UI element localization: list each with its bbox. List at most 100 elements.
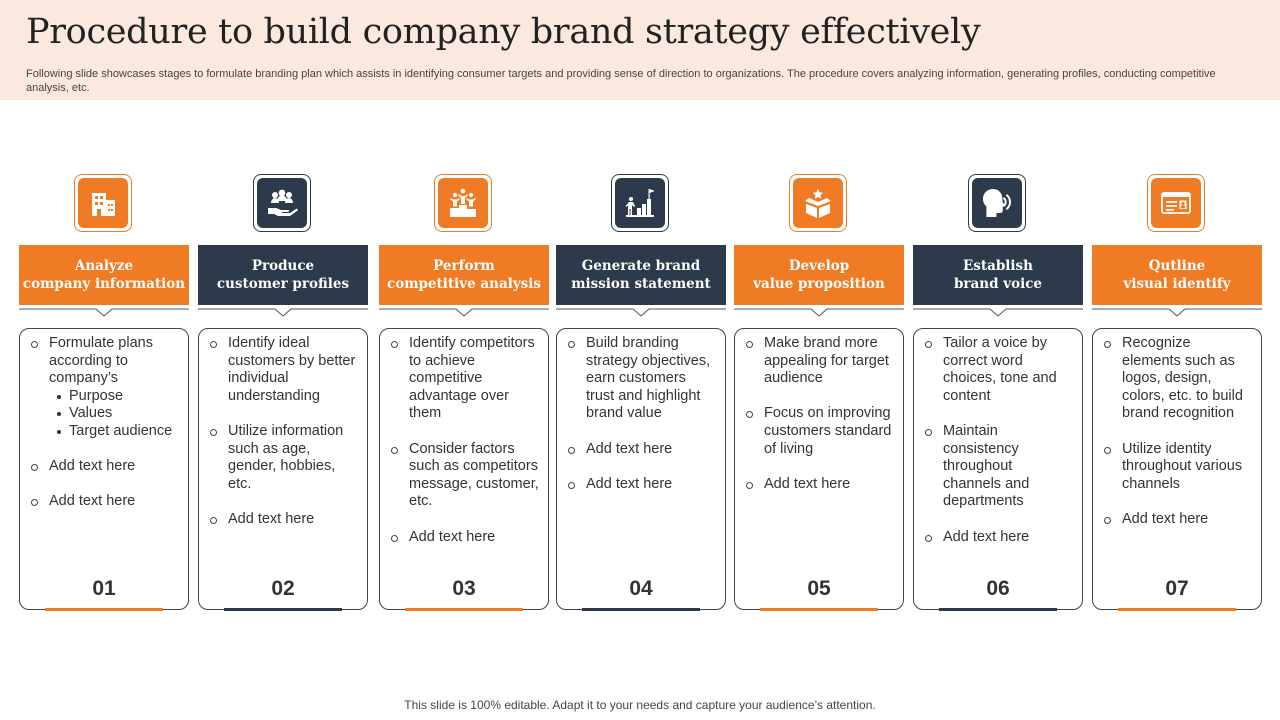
box-star-icon: [793, 178, 843, 228]
list-item-text: Add text here: [943, 528, 1030, 545]
connector-notch: [1092, 308, 1262, 317]
podium-icon: [438, 178, 488, 228]
step-card: Tailor a voice by correct word choices, …: [913, 328, 1083, 611]
step-items: Identify competitors to achieve competit…: [380, 329, 548, 546]
list-item-text: Add text here: [49, 458, 136, 475]
step-heading-line: visual identify: [1123, 276, 1231, 292]
step-accent-bar: [45, 608, 163, 611]
people-hand-icon: [257, 178, 307, 228]
list-item: Add text here: [207, 511, 359, 529]
step-heading-line: company information: [22, 276, 186, 292]
step-number: 01: [92, 577, 116, 600]
step-heading-text: Qutline visual identify: [1124, 257, 1231, 293]
list-item-text: Add text here: [228, 510, 315, 527]
step-items: Formulate plans according to company’s Pu…: [20, 329, 188, 511]
list-item-text: Build branding strategy objectives, earn…: [586, 335, 711, 422]
list-item-text: Make brand more appealing for target aud…: [764, 335, 889, 387]
footer-note: This slide is 100% editable. Adapt it to…: [404, 698, 876, 712]
step-heading-text: Perform competitive analysis: [387, 257, 541, 293]
step-7: Qutline visual identify Recognize elements…: [1092, 174, 1262, 614]
step-heading-line: value proposition: [753, 276, 885, 292]
step-accent-bar: [405, 608, 523, 611]
list-item: Identify ideal customers by better indiv…: [207, 335, 359, 405]
list-item: Build branding strategy objectives, earn…: [565, 335, 717, 423]
step-heading-line: customer profiles: [216, 276, 350, 292]
list-item: Add text here: [565, 441, 717, 459]
list-item-text: Consider factors such as competitors mes…: [409, 440, 539, 510]
page-title: Procedure to build company brand strateg…: [26, 12, 981, 52]
step-icon-frame: [253, 174, 311, 232]
step-card: Build branding strategy objectives, earn…: [556, 328, 726, 611]
list-item-text: Maintain consistency throughout channels…: [943, 422, 1030, 510]
step-icon-frame: [611, 174, 669, 232]
step-heading-line: Produce: [251, 258, 315, 274]
step-heading-text: Generate brand mission statement: [571, 257, 711, 293]
sub-list-item: Values: [57, 405, 180, 423]
step-4: Generate brand mission statement Build bra…: [556, 174, 726, 614]
step-heading: Analyze company information: [19, 245, 189, 305]
list-item-text: Utilize identity throughout various chan…: [1122, 440, 1243, 492]
growth-flag-icon: [615, 178, 665, 228]
list-item-text: Tailor a voice by correct word choices, …: [943, 335, 1057, 404]
step-6: Establish brand voice Tailor a voice by co…: [913, 174, 1083, 614]
step-5: Develop value proposition Make brand more …: [734, 174, 904, 614]
sub-list-item: Target audience: [57, 423, 180, 441]
step-card: Formulate plans according to company’s Pu…: [19, 328, 189, 611]
connector-notch: [19, 308, 189, 317]
list-item: Maintain consistency throughout channels…: [922, 423, 1074, 511]
step-accent-bar: [582, 608, 700, 611]
list-item: Add text here: [28, 458, 180, 476]
connector-notch: [198, 308, 368, 317]
list-item: Add text here: [388, 529, 540, 547]
step-card: Recognize elements such as logos, design…: [1092, 328, 1262, 611]
page-subtitle: Following slide showcases stages to form…: [26, 68, 1216, 94]
step-card: Make brand more appealing for target aud…: [734, 328, 904, 611]
step-accent-bar: [1118, 608, 1236, 611]
step-1: Analyze company information Formulate plan…: [19, 174, 189, 614]
step-number: 07: [1165, 577, 1189, 600]
list-item: Recognize elements such as logos, design…: [1101, 335, 1253, 423]
list-item-text: Focus on improving customers standard of…: [764, 405, 892, 457]
step-number: 03: [452, 577, 476, 600]
connector-notch: [913, 308, 1083, 317]
step-accent-bar: [760, 608, 878, 611]
step-heading-text: Establish brand voice: [954, 257, 1042, 293]
list-item-text: Add text here: [49, 493, 136, 510]
building-icon: [78, 178, 128, 228]
step-card: Identify ideal customers by better indiv…: [198, 328, 368, 611]
header-band: Procedure to build company brand strateg…: [0, 0, 1280, 100]
list-item-text: Formulate plans according to company’s: [49, 335, 153, 387]
step-number: 06: [986, 577, 1010, 600]
step-card: Identify competitors to achieve competit…: [379, 328, 549, 611]
step-heading-line: brand voice: [953, 276, 1043, 292]
step-number: 04: [629, 577, 653, 600]
step-items: Identify ideal customers by better indiv…: [199, 329, 367, 529]
speaking-head-icon: [972, 178, 1022, 228]
id-card-icon: [1151, 178, 1201, 228]
step-heading-line: Establish: [962, 258, 1033, 274]
step-icon-frame: [789, 174, 847, 232]
sub-list: Purpose Values Target audience: [49, 388, 180, 441]
step-items: Make brand more appealing for target aud…: [735, 329, 903, 493]
list-item-text: Add text here: [764, 475, 851, 492]
step-heading-text: Produce customer profiles: [217, 257, 349, 293]
list-item: Add text here: [743, 476, 895, 494]
step-heading-line: Qutline: [1148, 258, 1206, 274]
list-item: Add text here: [565, 476, 717, 494]
step-items: Build branding strategy objectives, earn…: [557, 329, 725, 493]
list-item-text: Add text here: [1122, 510, 1209, 527]
list-item-text: Add text here: [586, 475, 673, 492]
connector-notch: [379, 308, 549, 317]
list-item: Identify competitors to achieve competit…: [388, 335, 540, 423]
step-heading-line: competitive analysis: [386, 276, 541, 292]
sub-list-item: Purpose: [57, 388, 180, 406]
list-item: Consider factors such as competitors mes…: [388, 441, 540, 511]
connector-notch: [556, 308, 726, 317]
step-heading-line: Develop: [788, 258, 850, 274]
step-number: 02: [271, 577, 295, 600]
step-icon-frame: [434, 174, 492, 232]
list-item: Add text here: [1101, 511, 1253, 529]
list-item: Tailor a voice by correct word choices, …: [922, 335, 1074, 405]
list-item: Add text here: [28, 493, 180, 511]
step-number: 05: [807, 577, 831, 600]
